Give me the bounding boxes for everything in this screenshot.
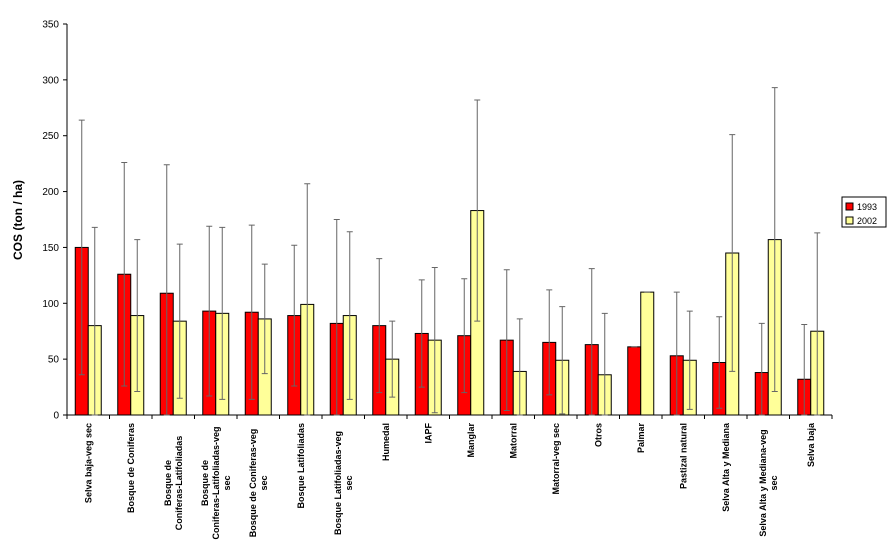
- y-axis-label: COS (ton / ha): [11, 180, 25, 260]
- y-tick-label: 0: [53, 411, 59, 422]
- x-tick-label: Selva Alta y Mediana: [721, 422, 731, 512]
- error-bar: [261, 263, 268, 375]
- x-tick-label: Bosque de Coniferas: [126, 423, 136, 513]
- bar: [627, 346, 642, 416]
- legend-swatch: [845, 216, 854, 225]
- x-tick-label: Palmar: [636, 423, 646, 454]
- y-tick-label: 100: [42, 299, 59, 310]
- error-bar: [163, 164, 170, 416]
- error-bar: [461, 278, 468, 394]
- error-bar: [546, 289, 553, 396]
- error-bar: [346, 231, 353, 400]
- error-bar: [176, 243, 183, 399]
- x-tick-label: Selva baja-veg sec: [83, 423, 93, 503]
- legend-label: 1993: [857, 202, 877, 212]
- error-bar: [729, 134, 736, 372]
- y-tick-label: 50: [48, 355, 60, 366]
- error-bar: [503, 269, 510, 412]
- error-bar: [333, 219, 340, 416]
- y-tick-label: 250: [42, 131, 59, 142]
- x-tick-label: Matorral-veg sec: [551, 423, 561, 495]
- x-tick-label: Bosque Latifoliadas-vegsec: [333, 431, 354, 535]
- y-tick-label: 200: [42, 187, 59, 198]
- x-tick-label: Selva baja: [806, 422, 816, 467]
- error-bar: [121, 162, 128, 387]
- error-bar: [134, 239, 141, 393]
- error-bar: [474, 99, 481, 322]
- error-bar: [814, 232, 821, 416]
- x-tick-label: Selva Alta y Mediana-vegsec: [758, 429, 779, 536]
- error-bar: [431, 267, 438, 414]
- x-tick-label: IAPF: [423, 423, 433, 444]
- error-bar: [771, 87, 778, 393]
- error-bar: [673, 291, 680, 416]
- y-tick-label: 300: [42, 75, 59, 86]
- error-bar: [219, 226, 226, 400]
- error-bar: [206, 225, 213, 397]
- x-tick-label: Manglar: [466, 423, 476, 458]
- error-bar: [716, 316, 723, 409]
- error-bar: [291, 244, 298, 387]
- error-bar: [376, 258, 383, 394]
- x-tick-label: Otros: [593, 423, 603, 447]
- x-tick-label: Bosque de Coniferas-vegsec: [248, 429, 269, 538]
- y-tick-label: 150: [42, 243, 59, 254]
- error-bar: [686, 310, 693, 410]
- legend-swatch: [845, 202, 854, 211]
- error-bar: [304, 183, 311, 416]
- x-tick-label: Bosque Latifoliadas: [296, 423, 306, 509]
- error-bar: [418, 279, 425, 388]
- y-tick-label: 350: [42, 20, 59, 31]
- error-bar: [559, 306, 566, 415]
- error-bar: [758, 322, 765, 416]
- error-bar: [516, 318, 523, 416]
- error-bar: [91, 226, 98, 416]
- x-tick-label: Bosque deConiferas-Latifoliadas-vegsec: [200, 426, 232, 539]
- error-bar: [389, 320, 396, 398]
- x-tick-label: Pastizal natural: [678, 423, 688, 489]
- x-tick-label: Humedal: [381, 423, 391, 461]
- x-tick-label: Matorral: [508, 423, 518, 459]
- error-bar: [801, 324, 808, 416]
- legend-label: 2002: [857, 216, 877, 226]
- x-tick-label: Bosque deConiferas-Latifoliadas: [163, 436, 184, 531]
- error-bar: [601, 312, 608, 416]
- error-bar: [588, 268, 595, 416]
- error-bar: [78, 119, 85, 376]
- bar: [640, 291, 655, 416]
- error-bar: [248, 224, 255, 400]
